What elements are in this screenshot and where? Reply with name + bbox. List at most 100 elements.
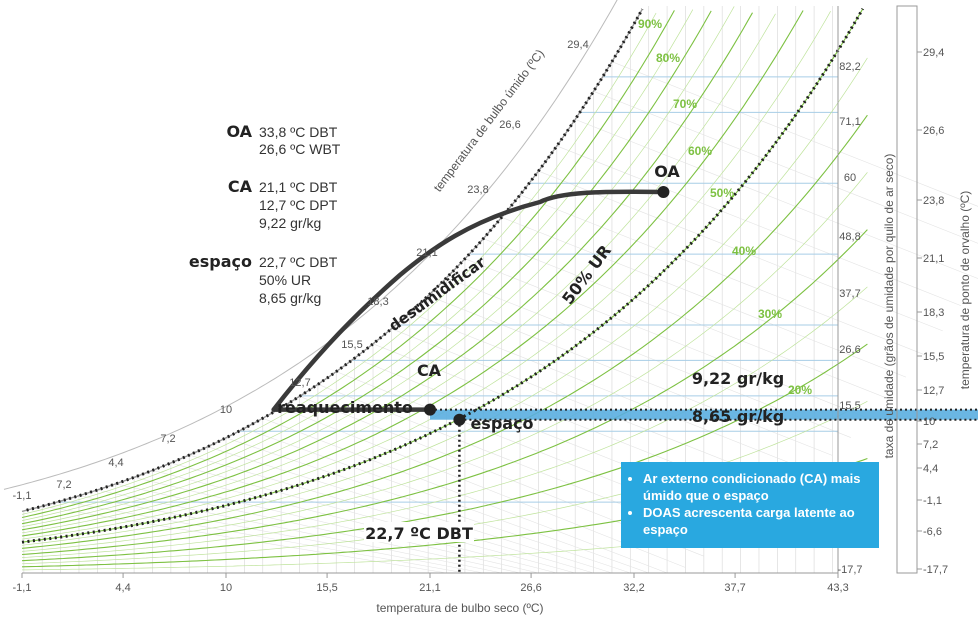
wetbulb-label: 7,2 bbox=[160, 433, 175, 445]
dewpoint-tick-label: 7,2 bbox=[923, 439, 938, 451]
humidity-tick-label: 48,8 bbox=[839, 231, 860, 243]
dewpoint-axis-title: temperatura de ponto de orvalho (ºC) bbox=[958, 191, 972, 390]
wetbulb-label: 26,6 bbox=[499, 119, 520, 131]
x-tick-label: -1,1 bbox=[13, 582, 32, 594]
humidity-tick-label: 82,2 bbox=[839, 61, 860, 73]
space-humidity-label: 8,65 gr/kg bbox=[692, 407, 784, 426]
dewpoint-tick-label: 12,7 bbox=[923, 385, 944, 397]
rh-curve bbox=[21, 8, 864, 543]
dewpoint-tick-label: 10 bbox=[923, 416, 935, 428]
wetbulb-gridline bbox=[428, 295, 833, 456]
dewpoint-tick-label: 21,1 bbox=[923, 253, 944, 265]
humidity-tick-label: 26,6 bbox=[839, 344, 860, 356]
space-label: espaço bbox=[470, 414, 533, 433]
wetbulb-label: 21,1 bbox=[416, 247, 437, 259]
wetbulb-label: 12,7 bbox=[289, 377, 310, 389]
wetbulb-label: 18,3 bbox=[367, 296, 388, 308]
labels: 29,4 26,6 23,8 21,1 18,3 15,5 12,7 10 7,2 4,4 -1,1… bbox=[13, 17, 813, 543]
rh-curve-minor bbox=[21, 12, 657, 515]
dewpoint-scale bbox=[896, 5, 918, 574]
x-tick-label: 32,2 bbox=[623, 582, 644, 594]
wetbulb-gridline bbox=[281, 407, 686, 568]
x-tick-label: 26,6 bbox=[520, 582, 541, 594]
latent-band bbox=[430, 408, 978, 573]
reheat-label: reaquecimento bbox=[277, 398, 413, 417]
wetbulb-gridline bbox=[593, 91, 978, 244]
rh-curve bbox=[21, 114, 868, 549]
oa-label: OA bbox=[654, 162, 680, 181]
rh-label: 60% bbox=[688, 144, 712, 158]
legend-value: 50% UR bbox=[259, 272, 311, 288]
ca-label: CA bbox=[417, 361, 442, 380]
wetbulb-gridline bbox=[60, 500, 465, 574]
callout-item: DOAS acrescenta carga latente ao espaço bbox=[643, 504, 869, 538]
x-tick-label: 10 bbox=[220, 582, 232, 594]
legend-value: 33,8 ºC DBT bbox=[259, 124, 338, 140]
rh-curve-minor bbox=[21, 172, 868, 552]
legend-value: 9,22 gr/kg bbox=[259, 215, 321, 231]
rh-curves bbox=[21, 6, 868, 571]
rh-label: 70% bbox=[673, 97, 697, 111]
rh-curve bbox=[21, 10, 804, 537]
wetbulb-gridline bbox=[244, 428, 649, 574]
humidity-axis-title: taxa de umidade (grãos de umidade por qu… bbox=[882, 154, 896, 459]
wetbulb-gridline bbox=[501, 217, 907, 378]
dehumidify-path bbox=[271, 189, 666, 412]
latent-load-band bbox=[430, 409, 978, 420]
legend-key: CA bbox=[228, 177, 253, 196]
dewpoint-tick-label: 26,6 bbox=[923, 125, 944, 137]
callout-item: Ar externo condicionado (CA) mais úmido … bbox=[643, 470, 869, 504]
legend-value: 21,1 ºC DBT bbox=[259, 179, 338, 195]
legend-key: OA bbox=[226, 122, 252, 141]
wetbulb-gridline bbox=[575, 119, 978, 279]
wetbulb-gridline bbox=[78, 495, 484, 574]
wetbulb-label: 15,5 bbox=[341, 339, 362, 351]
rh-curve-minor bbox=[21, 6, 735, 528]
dewpoint-tick-label: 29,4 bbox=[923, 47, 944, 59]
wetbulb-gridline bbox=[611, 61, 978, 207]
dbt-label-bg bbox=[364, 522, 474, 542]
dewpoint-tick-label: 4,4 bbox=[923, 463, 938, 475]
rh-label: 20% bbox=[788, 383, 812, 397]
dehumidify-label: desumidificar bbox=[385, 253, 489, 335]
legend-value: 26,6 ºC WBT bbox=[259, 141, 341, 157]
rh-label: 80% bbox=[656, 51, 680, 65]
wetbulb-gridline bbox=[262, 418, 668, 574]
wetbulb-gridline bbox=[538, 170, 943, 332]
process-lines bbox=[21, 8, 865, 544]
x-tick-label: 21,1 bbox=[419, 582, 440, 594]
wetbulb-label: 4,4 bbox=[108, 457, 123, 469]
callout-box: Ar externo condicionado (CA) mais úmido … bbox=[621, 462, 879, 548]
wetbulb-label: -1,1 bbox=[13, 490, 32, 502]
rh-curve-minor bbox=[21, 286, 868, 558]
ca-humidity-label: 9,22 gr/kg bbox=[692, 369, 784, 388]
humidity-tick-label: 60 bbox=[844, 172, 856, 184]
rh-curve-minor bbox=[21, 9, 694, 521]
rh-label: 40% bbox=[732, 244, 756, 258]
point-oa bbox=[657, 186, 670, 198]
rh-curve bbox=[21, 10, 675, 519]
wetbulb-label-72: 7,2 bbox=[56, 479, 71, 491]
x-tick-label: 4,4 bbox=[115, 582, 130, 594]
x-tick-label: 37,7 bbox=[724, 582, 745, 594]
dewpoint-tick-label: 23,8 bbox=[923, 195, 944, 207]
rh-label: 30% bbox=[758, 307, 782, 321]
dewpoint-tick-label: -17,7 bbox=[923, 564, 948, 576]
legend-value: 8,65 gr/kg bbox=[259, 290, 321, 306]
humidity-tick-label: 15,5 bbox=[839, 400, 860, 412]
rh-label: 90% bbox=[638, 17, 662, 31]
dewpoint-tick-label: -6,6 bbox=[923, 526, 942, 538]
legend-value: 22,7 ºC DBT bbox=[259, 254, 338, 270]
x-tick-label: 43,3 bbox=[827, 582, 848, 594]
wetbulb-label: 23,8 bbox=[467, 184, 488, 196]
wetbulb-label: 29,4 bbox=[567, 39, 588, 51]
legend-value: 12,7 ºC DPT bbox=[259, 197, 338, 213]
axes: -1,1 4,4 10 15,5 21,1 26,6 32,2 37,7 43,3 tempera… bbox=[13, 5, 972, 615]
wetbulb-gridline bbox=[464, 258, 870, 419]
wetbulb-gridline bbox=[556, 145, 962, 307]
wetbulb-gridline bbox=[483, 238, 888, 399]
wetbulb-label: 10 bbox=[220, 404, 232, 416]
rh-label: 50% bbox=[710, 186, 734, 200]
wetbulb-gridline bbox=[409, 312, 815, 473]
